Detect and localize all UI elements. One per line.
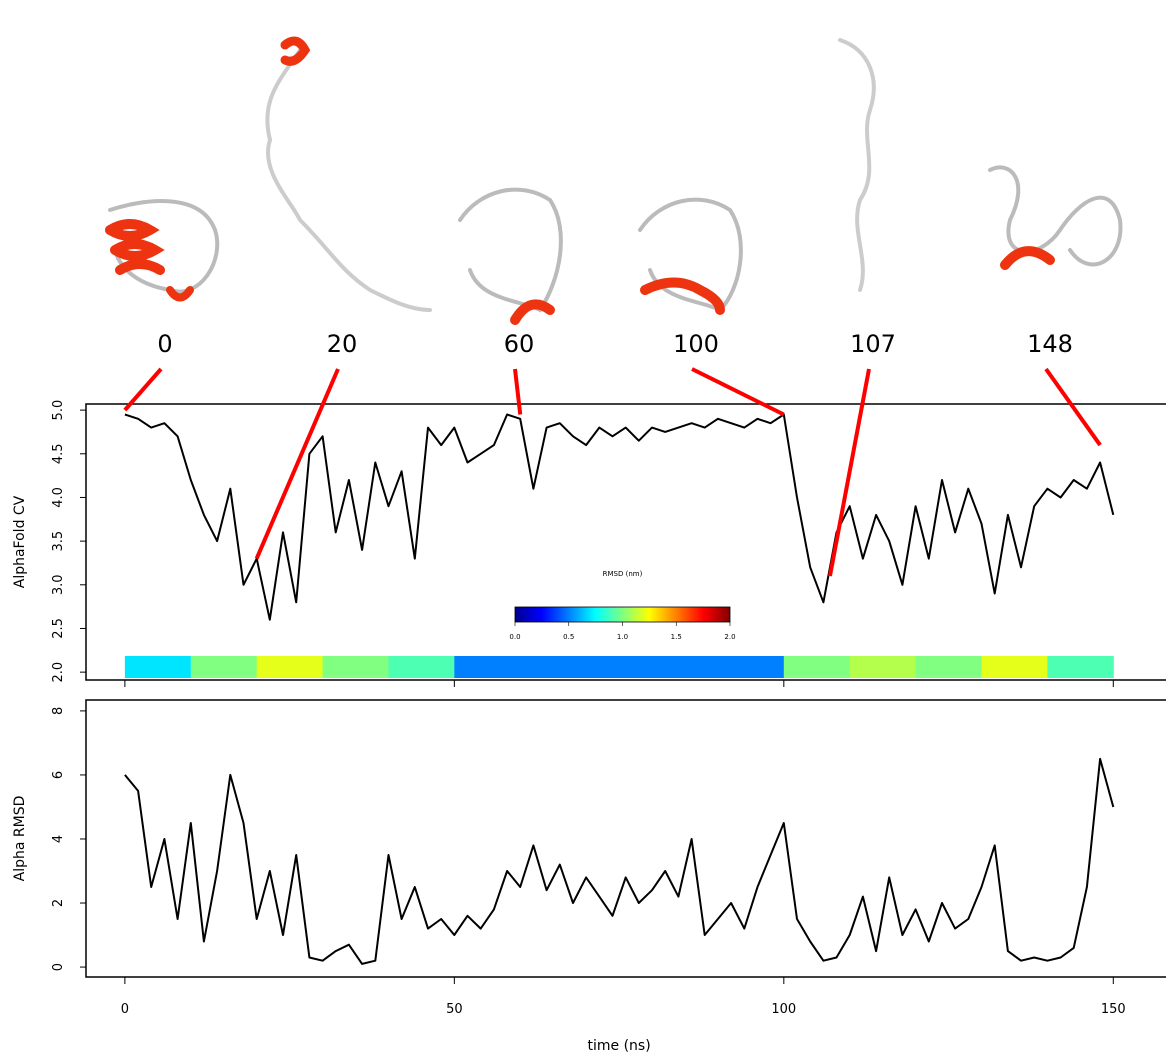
snapshot-label: 20: [327, 330, 358, 358]
snapshot-label: 100: [673, 330, 719, 358]
y-tick-label: 4: [51, 835, 66, 843]
rmsd-strip-cell: [190, 656, 258, 678]
colorbar-tick-label: 2.0: [724, 633, 735, 641]
y-tick-label: 2.5: [51, 618, 66, 639]
rmsd-strip-cell: [586, 656, 653, 678]
data-line: [124, 757, 1115, 965]
rmsd-strip-cell: [915, 656, 982, 678]
rmsd-strip-cell: [981, 656, 1048, 678]
y-tick-label: 2: [51, 899, 66, 907]
rmsd-strip-cell: [124, 656, 192, 678]
rmsd-strip-cell: [1047, 656, 1114, 678]
x-tick-label: 0: [121, 1002, 129, 1017]
plot-frame: [85, 699, 1166, 978]
snapshot-label: 107: [850, 330, 896, 358]
structures: [105, 36, 1123, 325]
colorbar-tick-label: 1.5: [671, 633, 682, 641]
snapshot-connector: [1044, 367, 1102, 447]
rmsd-strip-cell: [322, 656, 389, 678]
rmsd-strip-cell: [256, 656, 324, 678]
rmsd-strip-cell: [849, 656, 917, 678]
colorbar-title: RMSD (nm): [603, 570, 643, 578]
rmsd-strip-cell: [652, 656, 719, 678]
colorbar-tick-label: 1.0: [617, 633, 628, 641]
y-tick-label: 5.0: [51, 400, 66, 421]
y-axis-title: AlphaFold CV: [12, 495, 28, 588]
rmsd-strip-cell: [454, 656, 521, 678]
snapshot-label: 148: [1027, 330, 1073, 358]
y-tick-label: 3.5: [51, 531, 66, 552]
data-line: [124, 413, 1115, 621]
x-axis-title: time (ns): [587, 1038, 650, 1054]
snapshot-connector: [513, 368, 523, 415]
y-axis-title: Alpha RMSD: [12, 796, 28, 882]
rmsd-strip-cell: [520, 656, 587, 678]
snapshot-connector: [691, 367, 785, 417]
plot-frame: [85, 403, 1166, 681]
x-tick-label: 50: [446, 1002, 463, 1017]
y-tick-label: 4.5: [51, 443, 66, 464]
colorbar-tick-label: 0.5: [563, 633, 574, 641]
y-tick-label: 6: [51, 771, 66, 779]
y-tick-label: 0: [51, 963, 66, 971]
rmsd-strip-cell: [388, 656, 455, 678]
y-tick-label: 4.0: [51, 487, 66, 508]
y-tick-label: 3.0: [51, 574, 66, 595]
snapshot-label: 60: [504, 330, 535, 358]
snapshot-connector: [254, 368, 340, 560]
snapshot-label: 0: [157, 330, 172, 358]
x-tick-label: 150: [1101, 1002, 1126, 1017]
colorbar: [514, 606, 731, 623]
rmsd-strip-cell: [717, 656, 785, 678]
y-tick-label: 2.0: [51, 662, 66, 683]
snapshot-connector: [123, 367, 163, 412]
y-tick-label: 8: [51, 707, 66, 715]
x-tick-label: 100: [771, 1002, 796, 1017]
snapshot-connector: [827, 368, 871, 577]
rmsd-strip-cell: [783, 656, 851, 678]
colorbar-tick-label: 0.0: [509, 633, 520, 641]
